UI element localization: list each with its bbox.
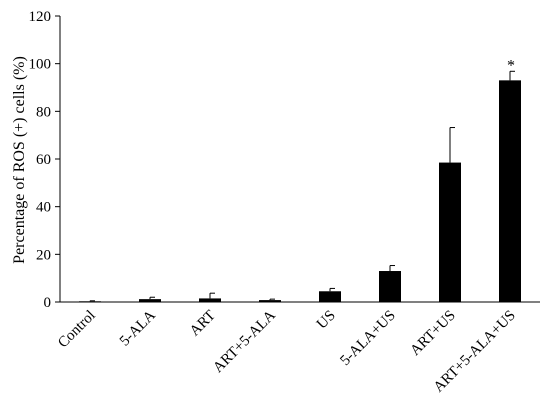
- x-tick-label: ART+5-ALA: [210, 307, 279, 376]
- y-tick-label: 80: [36, 104, 51, 120]
- significance-asterisk: *: [507, 57, 515, 74]
- bar-5-ala-us: [379, 271, 401, 302]
- annotations-group: *: [507, 57, 515, 74]
- y-tick-label: 120: [29, 9, 52, 25]
- y-tick-label: 100: [29, 57, 52, 73]
- y-tick-label: 40: [36, 200, 51, 216]
- x-tick-label: US: [314, 308, 339, 333]
- bar-5-ala: [139, 299, 161, 302]
- x-tick-label: ART+US: [407, 308, 458, 359]
- x-tick-label: 5-ALA+US: [337, 308, 398, 369]
- x-tick-label: ART: [187, 308, 219, 340]
- y-axis-title: Percentage of ROS (+) cells (%): [11, 56, 28, 264]
- x-tick-label: 5-ALA: [117, 307, 159, 349]
- y-axis-ticks: 0 20 40 60 80 100 120: [29, 9, 60, 311]
- error-bars-group: [89, 70, 515, 302]
- bar-art-5-ala: [259, 300, 281, 302]
- bar-art-us: [439, 162, 461, 302]
- bars-group: [79, 80, 521, 303]
- y-tick-label: 60: [36, 152, 51, 168]
- x-tick-label: Control: [55, 308, 99, 352]
- bar-art: [199, 298, 221, 302]
- bar-us: [319, 291, 341, 302]
- y-tick-label: 0: [44, 295, 52, 311]
- y-tick-label: 20: [36, 247, 51, 263]
- bar-art-5-ala-us: [499, 80, 521, 302]
